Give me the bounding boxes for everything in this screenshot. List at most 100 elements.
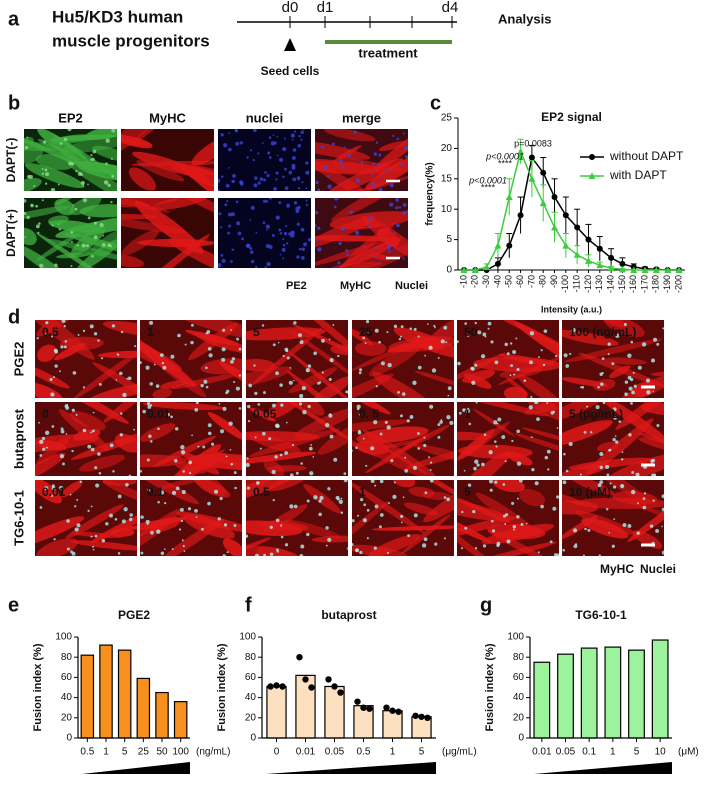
nucleus [652, 499, 655, 502]
nucleus [180, 519, 184, 523]
nucleus [206, 330, 211, 334]
nucleus [424, 354, 426, 357]
nucleus [643, 492, 647, 495]
dose-label: 0.05 [253, 407, 277, 421]
nucleus [429, 404, 434, 409]
nucleus [504, 460, 507, 463]
nucleus [605, 465, 610, 469]
nucleus [615, 440, 619, 444]
point [584, 257, 592, 264]
point [630, 266, 638, 273]
nucleus [235, 141, 240, 146]
bar [173, 701, 188, 739]
bar [155, 691, 169, 739]
nucleus [481, 462, 485, 467]
nucleus [318, 512, 322, 517]
nucleus [333, 457, 338, 462]
fiber [568, 457, 652, 470]
nucleus [334, 198, 339, 201]
nucleus [653, 337, 658, 342]
nucleus [515, 337, 518, 340]
fiber [121, 198, 178, 208]
nucleus [49, 378, 53, 382]
data-point [331, 683, 338, 690]
nucleus [247, 420, 251, 423]
nucleus [233, 380, 236, 384]
nucleus [87, 183, 89, 186]
nucleus [417, 447, 421, 450]
nucleus [188, 472, 192, 475]
nucleus [254, 436, 257, 439]
nucleus [282, 238, 285, 241]
y-tick-label: 0 [446, 265, 452, 276]
nucleus [45, 182, 48, 185]
panel-a-title: muscle progenitors [52, 31, 210, 50]
x-tick-label: -30 [481, 275, 491, 288]
nucleus [266, 229, 268, 231]
nucleus [291, 138, 294, 141]
nucleus [373, 256, 376, 259]
nucleus [293, 379, 295, 382]
point [607, 264, 615, 272]
panel-label: c [430, 92, 441, 114]
nucleus [119, 433, 123, 437]
nucleus [77, 334, 80, 336]
fiber [75, 238, 117, 268]
fiber [200, 358, 242, 375]
nucleus [293, 504, 298, 509]
nucleus [428, 345, 433, 350]
nucleus [506, 352, 510, 356]
nucleus [44, 486, 49, 491]
nucleus [230, 462, 234, 466]
nucleus [82, 185, 85, 188]
nucleus [378, 170, 381, 173]
bar [136, 677, 151, 739]
nucleus [390, 459, 394, 463]
nucleus [375, 141, 379, 144]
fiber [70, 429, 137, 460]
nucleus [275, 215, 280, 220]
fiber [181, 163, 214, 191]
fiber [371, 525, 454, 531]
nucleus [405, 209, 408, 213]
fiber [517, 373, 559, 398]
nucleus [549, 540, 553, 544]
nucleus [128, 517, 133, 522]
nucleus [191, 434, 193, 437]
dose-wedge [534, 762, 672, 774]
nucleus [562, 548, 566, 552]
y-tick-label: 60 [513, 672, 525, 683]
nucleus [366, 537, 369, 540]
nucleus [233, 471, 237, 475]
x-tick-label: 25 [138, 747, 150, 758]
data-point [279, 683, 286, 690]
nucleus [482, 544, 487, 548]
fiber [246, 358, 276, 372]
nucleus [537, 551, 540, 554]
nucleus [494, 440, 497, 443]
nucleus [246, 457, 249, 460]
fiber [103, 402, 137, 423]
nucleus [475, 402, 478, 404]
nucleus [544, 455, 549, 460]
nucleus [41, 436, 46, 441]
nucleus [230, 360, 234, 364]
nucleus [94, 534, 98, 538]
nucleus [61, 320, 66, 323]
nucleus [285, 225, 288, 228]
nucleus [282, 175, 285, 179]
nucleus [239, 141, 244, 145]
nucleus [370, 182, 376, 187]
nucleus [397, 390, 400, 394]
nucleus [300, 462, 303, 465]
nucleus [477, 330, 482, 335]
y-tick-label: 10 [441, 204, 453, 215]
nucleus [71, 162, 75, 166]
x-tick-label: 100 [172, 747, 189, 758]
nucleus [262, 431, 266, 436]
nucleus [651, 473, 656, 476]
nucleus [306, 370, 309, 373]
fiber [368, 344, 422, 377]
micrograph-content [562, 480, 664, 556]
nucleus [26, 136, 29, 139]
